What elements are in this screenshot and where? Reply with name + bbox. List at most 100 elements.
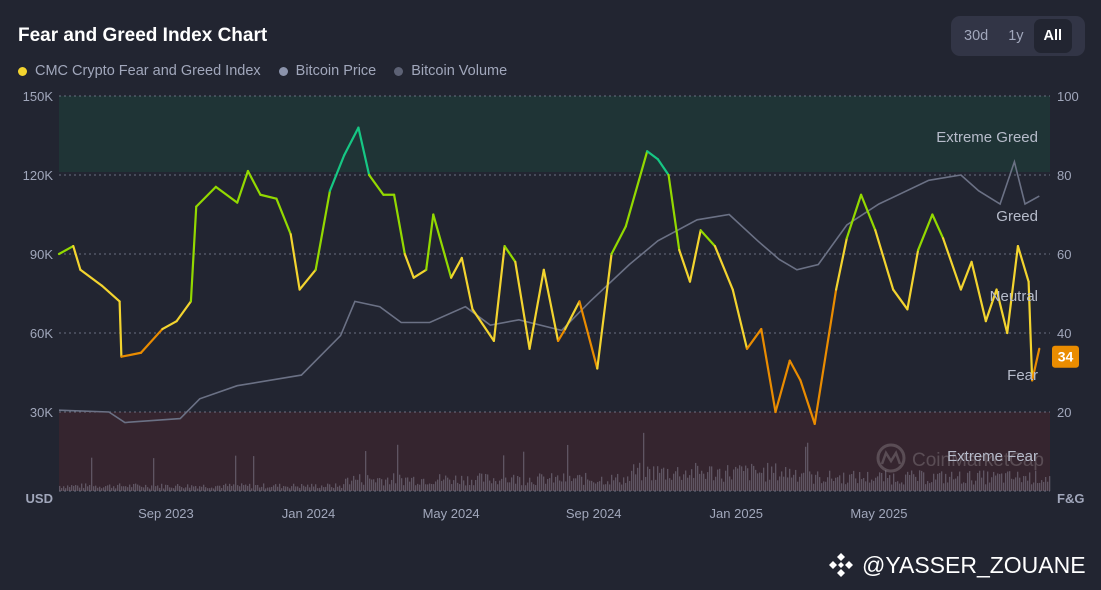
volume-bar — [833, 481, 835, 491]
volume-bar — [457, 482, 459, 491]
volume-bar — [355, 479, 357, 491]
volume-bar — [263, 483, 265, 491]
volume-bar — [235, 455, 237, 491]
volume-bar — [553, 482, 555, 491]
volume-bar — [725, 470, 727, 491]
volume-bar — [751, 463, 753, 491]
volume-bar — [953, 479, 955, 491]
volume-bar — [805, 446, 807, 491]
fear-greed-segment — [774, 359, 791, 414]
volume-bar — [1031, 484, 1033, 491]
volume-bar — [185, 487, 187, 491]
volume-bar — [585, 472, 587, 491]
legend-item-fear-greed[interactable]: CMC Crypto Fear and Greed Index — [18, 63, 261, 79]
volume-bar — [873, 480, 875, 491]
right-axis-tick: 100 — [1057, 89, 1079, 104]
range-all-button[interactable]: All — [1033, 19, 1073, 53]
fear-greed-segment — [79, 268, 103, 287]
volume-bar — [717, 469, 719, 491]
x-axis-tick: May 2025 — [850, 506, 907, 521]
legend-item-bitcoin-volume[interactable]: Bitcoin Volume — [394, 63, 507, 79]
volume-bar — [853, 470, 855, 491]
volume-bar — [311, 483, 313, 491]
volume-bar — [145, 484, 147, 491]
volume-bar — [427, 484, 429, 491]
volume-bar — [77, 485, 79, 491]
fear-greed-segment — [139, 327, 164, 354]
fear-greed-segment — [460, 256, 474, 311]
fear-greed-segment — [118, 300, 123, 358]
fear-greed-segment — [1006, 245, 1020, 335]
volume-bar — [821, 483, 823, 491]
fear-greed-segment — [161, 320, 178, 331]
volume-bar — [929, 483, 931, 491]
volume-bar — [267, 487, 269, 491]
volume-bar — [817, 471, 819, 491]
volume-bar — [911, 470, 913, 491]
fear-greed-segment — [745, 327, 763, 350]
volume-bar — [215, 486, 217, 491]
volume-bar — [509, 482, 511, 491]
volume-bar — [1027, 480, 1029, 491]
zone-label: Extreme Greed — [936, 129, 1038, 146]
volume-bar — [691, 469, 693, 491]
volume-bar — [941, 471, 943, 491]
volume-bar — [893, 473, 895, 491]
volume-bar — [559, 480, 561, 491]
volume-bar — [927, 481, 929, 491]
volume-bar — [495, 481, 497, 491]
coinmarketcap-watermark: CoinMarketCap — [876, 443, 1044, 473]
volume-bar — [685, 470, 687, 491]
volume-bar — [281, 488, 283, 491]
volume-bar — [547, 479, 549, 491]
volume-bar — [665, 479, 667, 491]
volume-bar — [201, 486, 203, 491]
volume-bar — [89, 484, 91, 491]
volume-bar — [649, 469, 651, 491]
volume-bar — [981, 477, 983, 491]
volume-bar — [867, 471, 869, 491]
x-axis-tick: Jan 2025 — [710, 506, 764, 521]
fear-greed-segment — [678, 248, 692, 283]
volume-bar — [119, 483, 121, 491]
volume-bar — [259, 487, 261, 491]
volume-bar — [971, 480, 973, 491]
fear-greed-segment — [624, 150, 649, 228]
volume-bar — [249, 483, 251, 491]
range-1y-button[interactable]: 1y — [1008, 28, 1024, 44]
volume-bar — [793, 474, 795, 491]
fear-greed-segment — [343, 126, 360, 157]
volume-bar — [697, 465, 699, 491]
volume-bar — [175, 485, 177, 491]
volume-bar — [713, 480, 715, 491]
volume-bar — [293, 483, 295, 491]
legend-dot — [394, 66, 404, 76]
volume-bar — [663, 467, 665, 491]
volume-bar — [901, 482, 903, 491]
fear-greed-segment — [1031, 347, 1041, 382]
range-30d-button[interactable]: 30d — [964, 28, 989, 44]
volume-bar — [647, 466, 649, 491]
volume-bar — [317, 488, 319, 491]
volume-bar — [777, 480, 779, 491]
volume-bar — [741, 466, 743, 491]
volume-bar — [287, 486, 289, 491]
volume-bar — [433, 484, 435, 491]
volume-bar — [823, 481, 825, 491]
volume-bar — [401, 478, 403, 491]
volume-bar — [781, 471, 783, 491]
legend-dot — [278, 66, 288, 76]
legend-item-bitcoin-price[interactable]: Bitcoin Price — [278, 63, 376, 79]
left-axis-tick: 60K — [30, 326, 53, 341]
volume-bar — [765, 481, 767, 491]
volume-bar — [775, 463, 777, 491]
volume-bar — [425, 484, 427, 491]
volume-bar — [611, 474, 613, 491]
volume-bar — [359, 474, 361, 491]
volume-bar — [473, 485, 475, 491]
volume-bar — [839, 475, 841, 491]
volume-bar — [159, 487, 161, 491]
volume-bar — [445, 475, 447, 491]
volume-bar — [347, 477, 349, 491]
volume-bar — [87, 486, 89, 491]
